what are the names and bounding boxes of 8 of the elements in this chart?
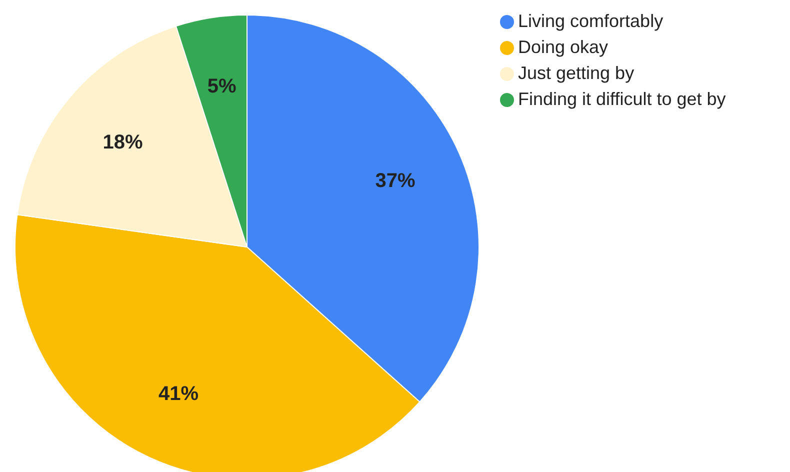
data-label: 41% — [158, 383, 199, 406]
legend-label: Just getting by — [518, 63, 634, 83]
data-label: 37% — [375, 170, 416, 192]
data-label: 18% — [102, 131, 144, 154]
legend-label: Living comfortably — [518, 11, 664, 31]
legend-label: Doing okay — [518, 37, 608, 57]
data-label: 5% — [207, 76, 237, 98]
legend-label: Finding it difficult to get by — [518, 89, 726, 109]
